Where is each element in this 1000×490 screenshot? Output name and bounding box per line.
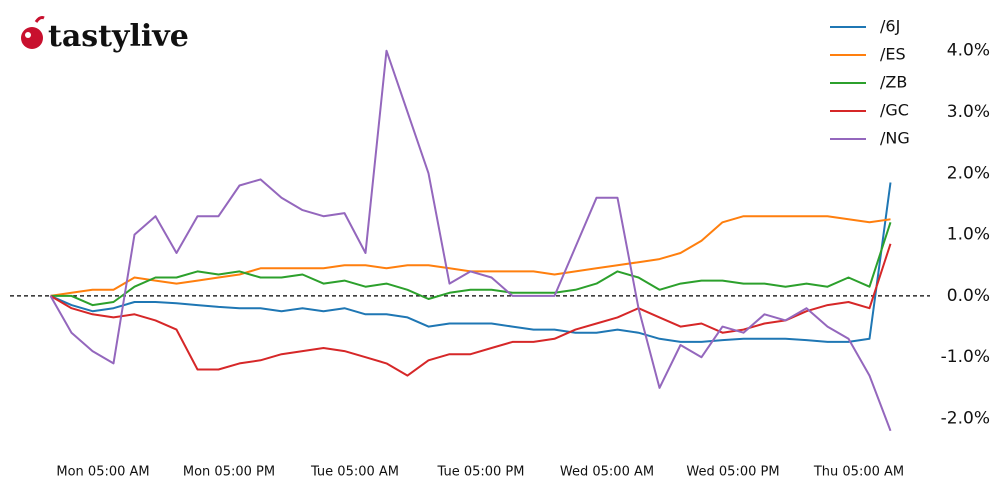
y-tick-label: -2.0%	[941, 409, 990, 429]
logo-text: tastylive	[48, 19, 189, 54]
y-tick-label: 1.0%	[947, 225, 990, 245]
series-line	[50, 182, 892, 343]
x-tick-label: Mon 05:00 AM	[56, 465, 149, 480]
legend-label: /GC	[880, 101, 909, 120]
x-tick-label: Tue 05:00 AM	[310, 465, 399, 480]
y-tick-label: 4.0%	[947, 41, 990, 61]
legend-label: /ZB	[880, 73, 907, 92]
legend-label: /ES	[880, 45, 906, 64]
y-tick-label: 3.0%	[947, 102, 990, 122]
y-tick-label: 0.0%	[947, 286, 990, 306]
y-tick-label: 2.0%	[947, 163, 990, 183]
logo-stem	[34, 16, 45, 23]
legend-label: /6J	[880, 17, 900, 36]
y-tick-label: -1.0%	[941, 347, 990, 367]
x-tick-label: Mon 05:00 PM	[183, 465, 275, 480]
series-line	[50, 221, 892, 307]
legend-label: /NG	[880, 129, 910, 148]
logo-highlight	[25, 32, 31, 38]
series-line	[49, 49, 892, 432]
series-line	[49, 243, 892, 377]
x-tick-label: Wed 05:00 AM	[560, 465, 654, 480]
logo-cherry	[21, 27, 43, 49]
x-tick-label: Thu 05:00 AM	[813, 465, 904, 480]
x-tick-label: Wed 05:00 PM	[686, 465, 779, 480]
x-tick-label: Tue 05:00 PM	[437, 465, 525, 480]
logo: tastylive	[21, 16, 189, 54]
